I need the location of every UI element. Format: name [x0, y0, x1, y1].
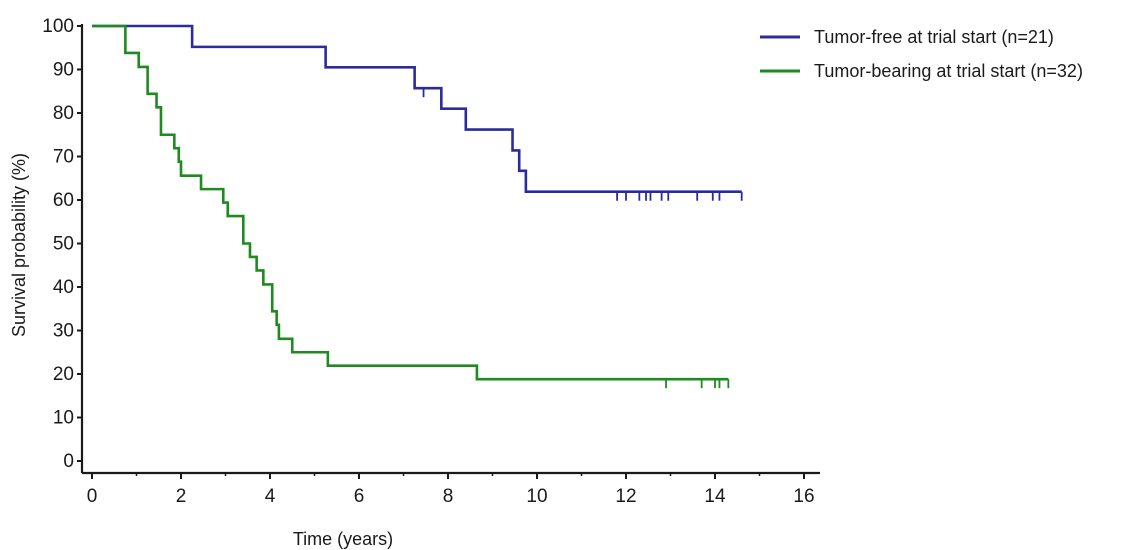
x-tick-label: 0: [87, 486, 98, 507]
y-tick-label: 50: [53, 234, 74, 255]
y-tick-label: 70: [53, 147, 74, 168]
x-tick-label: 4: [265, 486, 276, 507]
y-tick-label: 60: [53, 190, 74, 211]
series-line-1: [92, 24, 742, 194]
y-tick-label: 90: [53, 60, 74, 81]
y-tick-label: 30: [53, 321, 74, 342]
y-tick-label: 10: [53, 408, 74, 429]
legend-label-1: Tumor-free at trial start (n=21): [814, 27, 1054, 47]
x-tick-label: 2: [176, 486, 187, 507]
y-tick-label: 80: [53, 103, 74, 124]
x-tick-label: 12: [615, 486, 636, 507]
y-tick-label: 40: [53, 277, 74, 298]
axes: 0 10 20 30 40 50 60 70 80 90 100 0 2 4 6 8 10 12 14 16: [42, 16, 820, 507]
x-tick-label: 6: [354, 486, 365, 507]
x-tick-label: 8: [443, 486, 454, 507]
y-axis-title: Survival probability (%): [9, 153, 29, 337]
x-tick-label: 16: [793, 486, 814, 507]
legend-label-2: Tumor-bearing at trial start (n=32): [814, 61, 1083, 81]
series-line-2: [92, 24, 729, 381]
y-tick-label: 20: [53, 364, 74, 385]
x-axis-title: Time (years): [293, 529, 393, 549]
plot-area: [92, 24, 743, 389]
x-tick-label: 14: [704, 486, 726, 507]
y-tick-label: 100: [42, 16, 74, 37]
legend: Tumor-free at trial start (n=21) Tumor-be…: [760, 27, 1083, 81]
y-tick-label: 0: [63, 451, 74, 472]
x-tick-label: 10: [526, 486, 547, 507]
